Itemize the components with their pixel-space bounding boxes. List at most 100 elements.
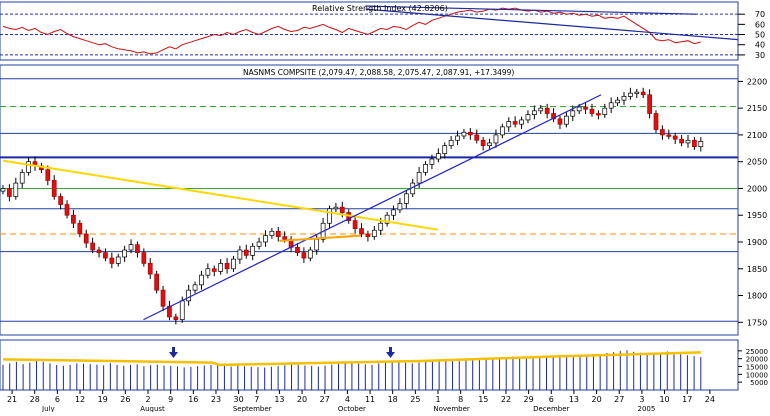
candle-up <box>532 110 537 115</box>
price-tick-label: 2050 <box>747 158 767 167</box>
date-tick-label: 6 <box>55 395 60 404</box>
candle-down <box>45 169 51 181</box>
date-tick-label: 30 <box>234 395 244 404</box>
candle-up <box>615 99 620 104</box>
candle-up <box>423 164 428 173</box>
candle-up <box>493 134 499 144</box>
date-tick-label: 15 <box>478 395 488 404</box>
price-tick-label: 1750 <box>747 318 767 327</box>
date-tick-label: 11 <box>365 395 375 404</box>
candle-up <box>199 274 204 286</box>
candle-up <box>403 193 409 204</box>
candle-up <box>397 203 403 211</box>
date-tick-label: 26 <box>120 395 130 404</box>
candle-down <box>7 188 12 197</box>
candle-up <box>19 172 25 184</box>
candle-down <box>64 204 70 216</box>
candle-up <box>256 241 262 247</box>
date-tick-label: 13 <box>569 395 579 404</box>
price-trendline <box>2 159 439 231</box>
candle-down <box>83 233 89 244</box>
candle-up <box>378 222 384 231</box>
candle-up <box>205 268 211 276</box>
candle-down <box>282 236 288 240</box>
candle-down <box>596 113 601 116</box>
rsi-trendline <box>365 5 697 15</box>
month-label: December <box>533 405 569 412</box>
candle-down <box>352 220 358 229</box>
candle-up <box>307 249 313 259</box>
candle-up <box>371 229 377 237</box>
rsi-title: Relative Strength Index (42.8206) <box>312 4 448 13</box>
candle-up <box>525 114 531 121</box>
candle-down <box>141 252 147 264</box>
rsi-panel <box>0 1 739 61</box>
candle-up <box>685 139 691 144</box>
candle-up <box>128 244 134 251</box>
volume-tick-label: 25000 <box>746 348 768 356</box>
candle-down <box>160 289 166 307</box>
volume-tick-label: 5000 <box>750 379 768 387</box>
date-tick-label: 2 <box>145 395 150 404</box>
candle-down <box>103 252 108 259</box>
candle-up <box>634 91 640 94</box>
candle-up <box>26 161 31 173</box>
volume-tick-label: 10000 <box>746 371 768 379</box>
date-tick-label: 29 <box>524 395 534 404</box>
date-tick-label: 27 <box>320 395 330 404</box>
month-label: 2005 <box>638 405 656 412</box>
candle-up <box>186 289 192 302</box>
candle-down <box>653 113 659 130</box>
date-tick-label: 16 <box>188 395 198 404</box>
candle-up <box>269 230 275 236</box>
date-tick-label: 3 <box>639 395 644 404</box>
candle-up <box>263 235 268 243</box>
candle-down <box>557 118 563 125</box>
price-trendline <box>279 234 362 242</box>
candle-up <box>442 145 448 155</box>
price-tick-label: 1800 <box>747 292 767 301</box>
date-tick-label: 23 <box>211 395 221 404</box>
month-label: November <box>433 405 470 412</box>
candle-down <box>666 134 672 137</box>
candle-down <box>480 139 486 146</box>
date-tick-label: 13 <box>274 395 284 404</box>
candle-up <box>391 209 396 216</box>
candle-up <box>628 92 633 97</box>
price-tick-label: 2000 <box>747 184 767 193</box>
date-tick-label: 19 <box>98 395 108 404</box>
candle-down <box>365 233 371 237</box>
date-tick-label: 28 <box>30 395 40 404</box>
candle-up <box>500 126 505 136</box>
rsi-tick-label: 60 <box>755 20 765 29</box>
date-tick-label: 18 <box>388 395 398 404</box>
date-tick-label: 4 <box>345 395 350 404</box>
rsi-trendline <box>365 8 739 41</box>
price-tick-label: 2200 <box>747 77 767 86</box>
candle-up <box>327 208 332 224</box>
candle-down <box>339 206 345 213</box>
candle-down <box>211 268 217 272</box>
date-tick-label: 12 <box>75 395 85 404</box>
arrow-down-icon <box>386 347 395 358</box>
candle-up <box>435 153 441 160</box>
date-tick-label: 8 <box>458 395 463 404</box>
candle-up <box>416 172 422 184</box>
candle-up <box>122 249 127 258</box>
candle-up <box>333 206 339 210</box>
date-tick-label: 24 <box>705 395 715 404</box>
rsi-tick-label: 40 <box>755 41 765 50</box>
candle-down <box>647 94 652 114</box>
candle-up <box>698 140 704 148</box>
date-tick-label: 20 <box>592 395 602 404</box>
month-label: October <box>338 405 366 412</box>
candle-up <box>384 214 390 224</box>
candle-down <box>173 316 179 320</box>
candle-down <box>154 273 159 291</box>
date-tick-label: 10 <box>659 395 669 404</box>
candle-up <box>237 249 243 260</box>
candle-up <box>13 182 19 197</box>
candle-down <box>512 121 518 125</box>
candle-down <box>90 242 95 251</box>
candle-down <box>692 139 697 148</box>
